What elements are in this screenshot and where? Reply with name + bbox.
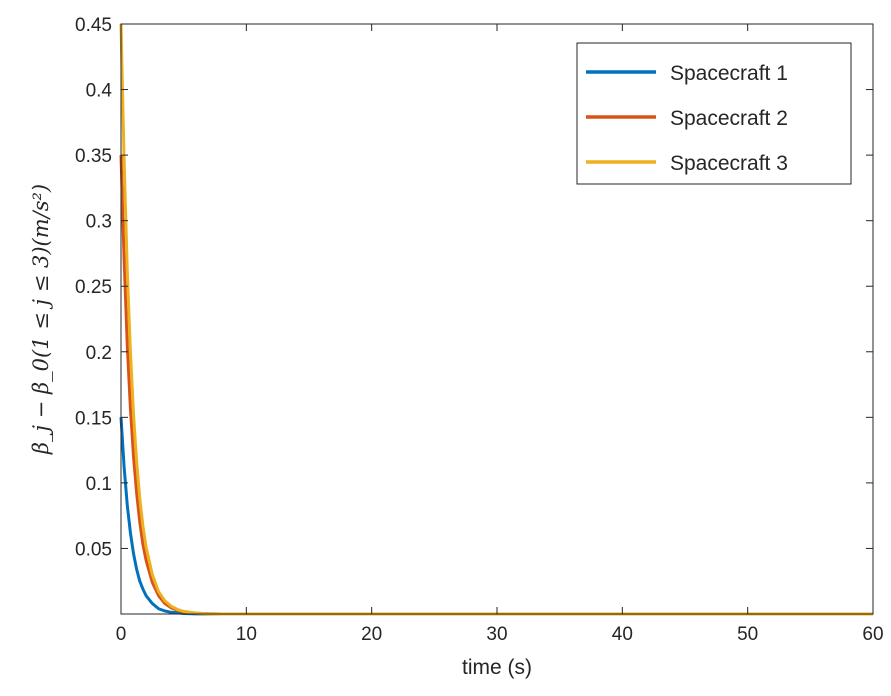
tick-layer: 0 10 20 30 40 50 60 0.05 0.1 0.15 0.2 0.25 0.3 0.35 0.… [75, 15, 884, 645]
y-tick-label: 0.45 [75, 15, 112, 36]
x-tick-label: 10 [236, 624, 257, 645]
legend-label-1: Spacecraft 1 [670, 62, 788, 85]
x-tick-label: 50 [737, 624, 758, 645]
y-tick-label: 0.25 [75, 277, 112, 298]
y-axis-label: β_j − β_0(1 ≤ j ≤ 3)(m/s²) [29, 184, 53, 455]
x-axis-label: time (s) [462, 656, 532, 679]
y-tick-label: 0.05 [75, 539, 112, 560]
y-tick-label: 0.15 [75, 408, 112, 429]
x-tick-label: 40 [612, 624, 633, 645]
legend-label-3: Spacecraft 3 [670, 152, 788, 175]
x-tick-label: 60 [862, 624, 883, 645]
x-tick-label: 0 [116, 624, 127, 645]
series-line-3 [119, 23, 873, 616]
y-tick-label: 0.2 [86, 343, 112, 364]
legend-label-2: Spacecraft 2 [670, 107, 788, 130]
y-tick-label: 0.1 [86, 474, 112, 495]
y-tick-label: 0.35 [75, 146, 112, 167]
y-tick-label: 0.3 [86, 212, 112, 233]
x-tick-label: 20 [361, 624, 382, 645]
y-tick-label: 0.4 [86, 81, 113, 102]
x-tick-label: 30 [486, 624, 507, 645]
legend: Spacecraft 1 Spacecraft 2 Spacecraft 3 [576, 42, 852, 185]
